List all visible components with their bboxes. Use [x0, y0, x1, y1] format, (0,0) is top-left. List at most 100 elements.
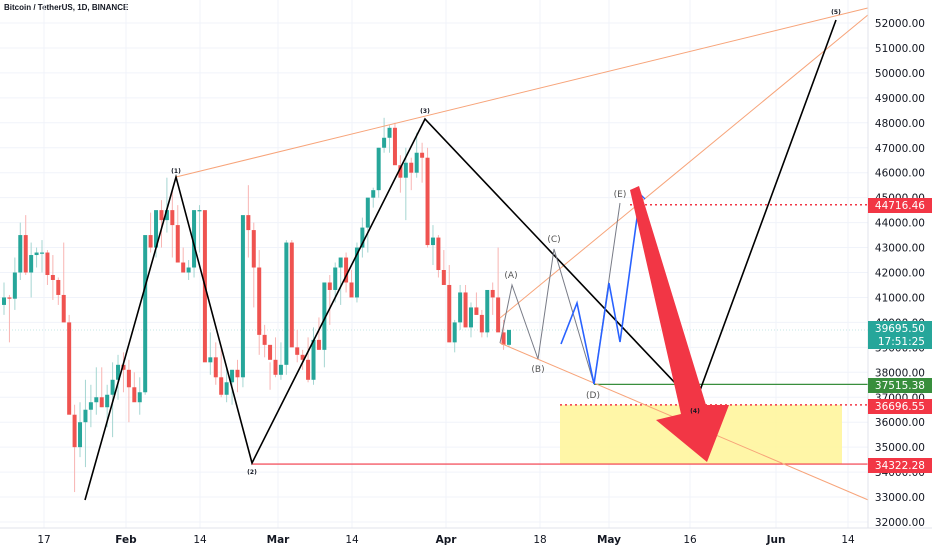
candle-body: [121, 364, 126, 370]
candle-body: [458, 292, 463, 323]
time-axis[interactable]: 17 Feb 14 Mar 14 Apr 18 May 16 Jun 14: [0, 527, 932, 546]
upper-channel-line[interactable]: [175, 4, 881, 178]
wave-label: (5): [831, 9, 841, 16]
triangle-wave-path[interactable]: [499, 202, 621, 385]
candle-body: [344, 257, 349, 283]
wave-label: (2): [247, 469, 257, 476]
candle-body: [78, 422, 83, 448]
candle-body: [224, 382, 229, 395]
bearish-arrow-icon[interactable]: [630, 186, 729, 462]
candle-body: [468, 307, 473, 328]
candle-body: [137, 392, 142, 403]
candle-body: [441, 270, 446, 285]
candle-body: [490, 289, 495, 298]
candle-body: [235, 369, 240, 378]
candle-body: [311, 339, 316, 380]
candle-body: [322, 282, 327, 350]
candle-body: [251, 230, 256, 268]
price-tick: 48000.00: [875, 118, 925, 130]
candle-body: [333, 267, 338, 290]
price-tag-label: 37515.38: [875, 380, 925, 392]
price-tag-label: 34322.28: [875, 460, 925, 472]
candle-body: [392, 127, 397, 166]
sub-wave-label: (E): [614, 190, 627, 200]
candle-body: [306, 359, 311, 380]
candle-body: [479, 314, 484, 333]
candle-body: [2, 297, 6, 305]
candle-body: [240, 215, 245, 378]
candle-body: [371, 190, 376, 198]
time-tick: 14: [345, 534, 359, 546]
wave-label: (4): [690, 408, 700, 415]
candle-body: [349, 282, 354, 298]
candle-body: [430, 237, 435, 246]
time-tick: May: [597, 534, 621, 546]
wave-label: (3): [420, 108, 430, 115]
candle-body: [132, 387, 137, 403]
candle-body: [246, 215, 251, 231]
price-tick: 42000.00: [875, 268, 925, 280]
time-tick: Mar: [267, 534, 291, 546]
price-tick: 36000.00: [875, 417, 925, 429]
price-tag[interactable]: [868, 321, 932, 349]
elliott-wave-path[interactable]: [84, 19, 837, 501]
wave-labels: (1) (2) (3) (4) (5) (A) (B) (C) (D) (E): [171, 9, 841, 476]
countdown-label: 17:51:25: [878, 336, 925, 348]
price-tick: 51000.00: [875, 43, 925, 55]
price-tag[interactable]: [868, 198, 932, 213]
candle-body: [164, 210, 169, 221]
candle-body: [61, 294, 66, 323]
candle-body: [278, 364, 283, 375]
price-axis[interactable]: 52000.00 51000.00 50000.00 49000.00 48000.00…: [867, 0, 932, 550]
time-tick: Feb: [115, 534, 137, 546]
candle-body: [485, 289, 490, 333]
candle-body: [50, 274, 55, 280]
price-tag[interactable]: [868, 399, 932, 414]
price-tag-label: 39695.50: [875, 323, 925, 335]
time-tick: 17: [37, 534, 50, 546]
candle-body: [300, 354, 305, 360]
candle-body: [354, 247, 359, 298]
price-tag[interactable]: [868, 378, 932, 393]
candle-body: [88, 402, 93, 410]
candle-body: [230, 369, 235, 383]
candle-body: [23, 235, 28, 273]
candle-body: [94, 397, 99, 403]
candle-body: [197, 210, 202, 212]
candle-body: [186, 267, 191, 273]
price-tag-label: 44716.46: [875, 200, 925, 212]
candle-body: [67, 322, 72, 415]
candle-body: [398, 165, 403, 178]
candle-body: [83, 409, 88, 423]
candle-body: [414, 152, 419, 173]
price-tick: 44000.00: [875, 218, 925, 230]
candle-body: [175, 225, 180, 263]
candle-body: [56, 279, 61, 295]
candle-body: [289, 242, 294, 348]
candle-body: [316, 339, 321, 350]
price-tick: 41000.00: [875, 292, 925, 304]
price-tick: 49000.00: [875, 93, 925, 105]
time-tick: Jun: [766, 534, 786, 546]
candle-body: [425, 157, 430, 246]
candle-body: [403, 162, 408, 178]
candle-body: [170, 210, 175, 226]
chart-title: Bitcoin / TetherUS, 1D, BINANCE: [4, 3, 129, 12]
candle-body: [7, 297, 12, 299]
projection-path[interactable]: [560, 195, 641, 385]
candle-body: [382, 137, 387, 148]
candle-body: [501, 332, 506, 345]
price-tag[interactable]: [868, 458, 932, 473]
sub-wave-label: (D): [586, 391, 600, 401]
candle-body: [420, 152, 425, 158]
candle-body: [154, 210, 159, 248]
price-tick: 46000.00: [875, 168, 925, 180]
time-tick: 14: [841, 534, 855, 546]
candle-body: [257, 267, 262, 335]
candle-body: [496, 297, 501, 333]
candle-body: [463, 292, 468, 328]
price-tick: 47000.00: [875, 143, 925, 155]
time-tick: Apr: [436, 534, 458, 546]
drawings[interactable]: [84, 4, 881, 506]
